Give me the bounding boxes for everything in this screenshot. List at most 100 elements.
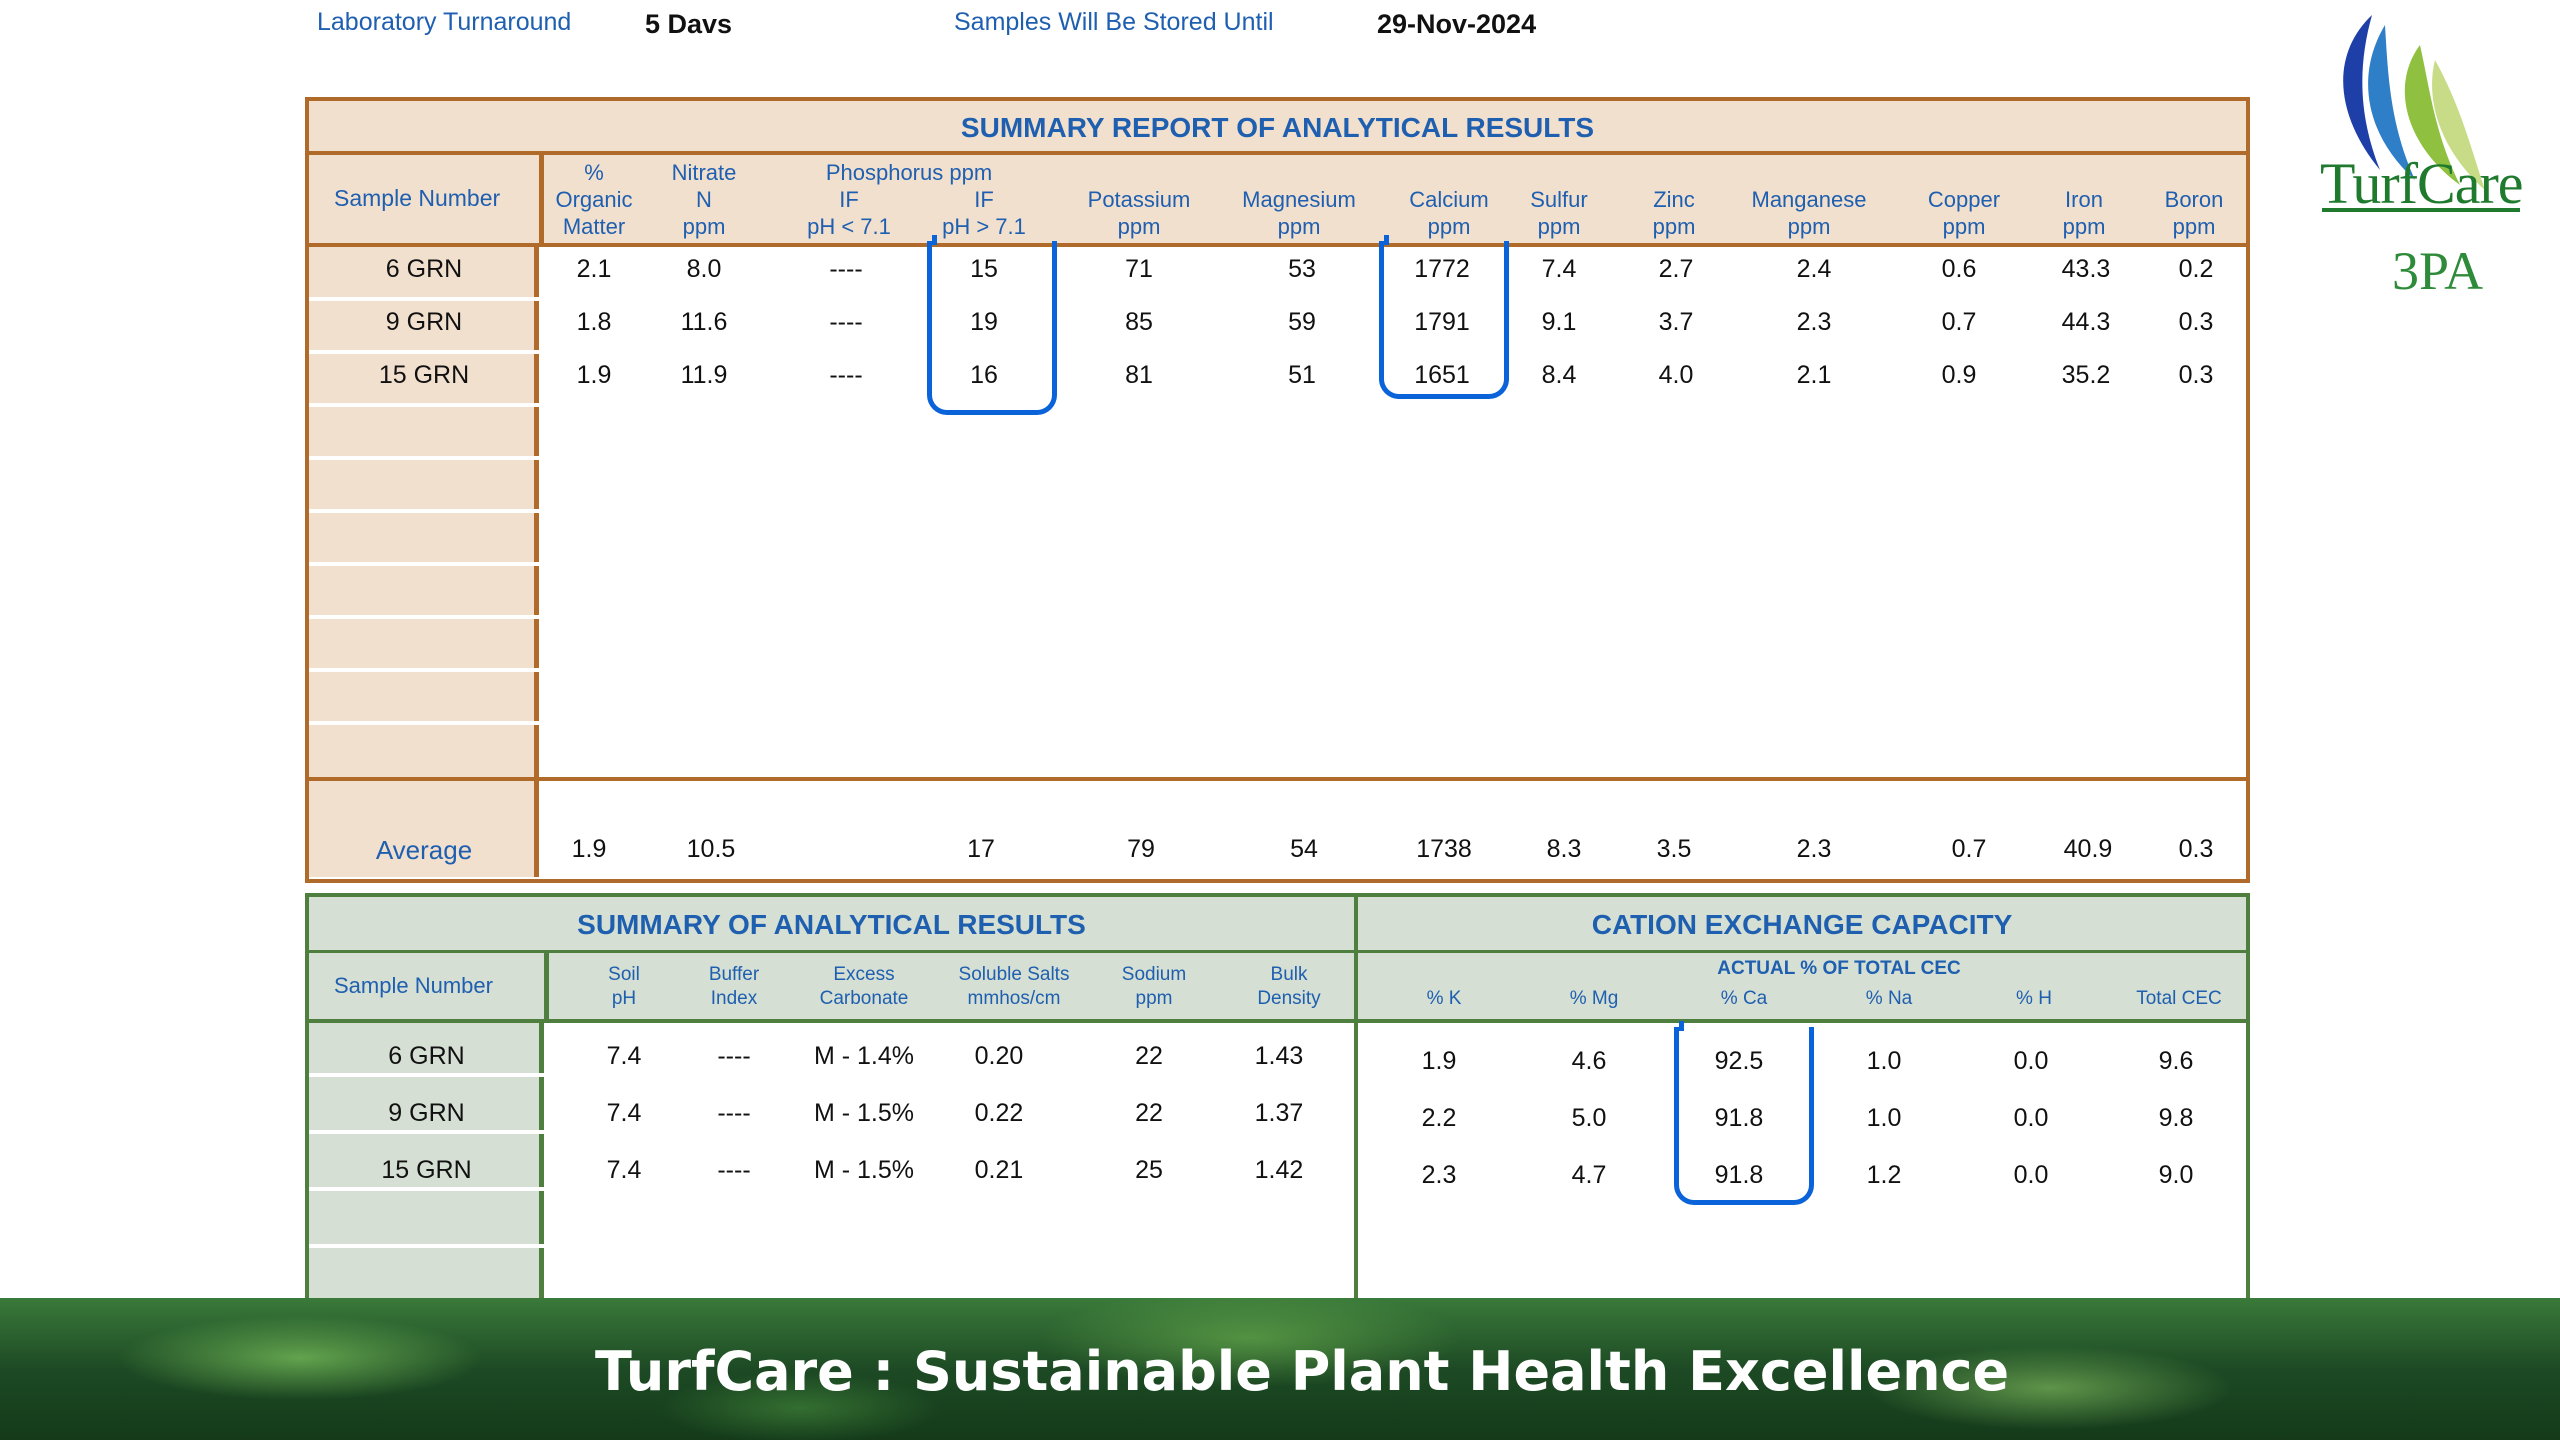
soluble-salts-header: Soluble Salts mmhos/cm xyxy=(958,964,1070,1009)
avg-organic-matter: 1.9 xyxy=(571,835,607,863)
row-separator xyxy=(309,1130,544,1134)
percent-na-value: 1.0 xyxy=(1866,1047,1902,1075)
row-separator xyxy=(309,721,539,725)
storage-label: Samples Will Be Stored Until xyxy=(954,8,1274,36)
turfcare-leaf-logo-icon xyxy=(2343,15,2485,190)
avg-manganese: 2.3 xyxy=(1796,835,1832,863)
analytical-cec-table: SUMMARY OF ANALYTICAL RESULTS CATION EXC… xyxy=(305,893,2250,1317)
buffer-index-header: Buffer Index xyxy=(708,964,760,1009)
header-divider xyxy=(544,953,549,1023)
summary-report-title: SUMMARY REPORT OF ANALYTICAL RESULTS xyxy=(309,101,2246,155)
organic-matter-value: 1.8 xyxy=(576,308,612,336)
bulk-density-value: 1.43 xyxy=(1254,1042,1304,1070)
percent-ca-header: % Ca xyxy=(1720,988,1768,1009)
soil-ph-value: 7.4 xyxy=(606,1156,642,1184)
boron-header: Boron ppm xyxy=(2164,187,2224,239)
percent-na-header: % Na xyxy=(1865,988,1913,1009)
organic-matter-header: % Organic Matter xyxy=(555,160,633,239)
boron-value: 0.3 xyxy=(2178,308,2214,336)
calcium-header: Calcium ppm xyxy=(1409,187,1489,239)
percent-h-header: % H xyxy=(2016,988,2052,1009)
soluble-salts-value: 0.21 xyxy=(974,1156,1024,1184)
analytical-header-row: Sample Number Soil pH Buffer Index Excess C… xyxy=(309,953,2246,1023)
sample-label: 6 GRN xyxy=(385,255,463,283)
buffer-index-value: ---- xyxy=(717,1042,751,1070)
iron-value: 44.3 xyxy=(2061,308,2111,336)
percent-mg-value: 5.0 xyxy=(1571,1104,1607,1132)
percent-k-header: % K xyxy=(1426,988,1462,1009)
iron-value: 43.3 xyxy=(2061,255,2111,283)
row-separator xyxy=(309,615,539,619)
sodium-header: Sodium ppm xyxy=(1121,964,1187,1009)
percent-mg-value: 4.7 xyxy=(1571,1161,1607,1189)
sulfur-header: Sulfur ppm xyxy=(1530,187,1588,239)
zinc-value: 2.7 xyxy=(1658,255,1694,283)
buffer-index-value: ---- xyxy=(717,1099,751,1127)
percent-ca-value: 92.5 xyxy=(1714,1047,1764,1075)
manganese-header: Manganese ppm xyxy=(1751,187,1867,239)
average-separator xyxy=(309,777,2246,781)
magnesium-value: 53 xyxy=(1288,255,1316,283)
phosphorus-header: Phosphorus ppm xyxy=(825,160,993,185)
potassium-value: 81 xyxy=(1125,361,1153,389)
phosphorus-high-ph-header: IF pH > 7.1 xyxy=(942,187,1026,239)
row-separator xyxy=(309,562,539,566)
phosphorus-low-value: ---- xyxy=(829,255,863,283)
calcium-highlight-marker xyxy=(1379,235,1509,399)
sulfur-value: 8.4 xyxy=(1541,361,1577,389)
turnaround-value: 5 Davs xyxy=(645,9,733,39)
percent-k-value: 2.3 xyxy=(1421,1161,1457,1189)
sample-column xyxy=(309,247,539,877)
row-separator xyxy=(309,350,539,354)
calcium-value: 1772 xyxy=(1414,255,1470,283)
phosphorus-low-ph-header: IF pH < 7.1 xyxy=(807,187,891,239)
avg-potassium: 79 xyxy=(1127,835,1155,863)
manganese-value: 2.4 xyxy=(1796,255,1832,283)
iron-header: Iron ppm xyxy=(2062,187,2106,239)
footer-tagline: TurfCare : Sustainable Plant Health Exce… xyxy=(595,1340,2010,1403)
magnesium-value: 59 xyxy=(1288,308,1316,336)
phosphorus-low-value: ---- xyxy=(829,308,863,336)
avg-boron: 0.3 xyxy=(2178,835,2214,863)
avg-copper: 0.7 xyxy=(1951,835,1987,863)
nitrate-value: 8.0 xyxy=(686,255,722,283)
zinc-value: 3.7 xyxy=(1658,308,1694,336)
soluble-salts-value: 0.20 xyxy=(974,1042,1024,1070)
buffer-index-value: ---- xyxy=(717,1156,751,1184)
turnaround-label: Laboratory Turnaround xyxy=(317,8,572,36)
phosphorus-high-value: 16 xyxy=(970,361,998,389)
avg-calcium: 1738 xyxy=(1416,835,1472,863)
sodium-value: 22 xyxy=(1135,1099,1163,1127)
sodium-value: 22 xyxy=(1135,1042,1163,1070)
avg-phosphorus: 17 xyxy=(967,835,995,863)
footer-banner: TurfCare : Sustainable Plant Health Exce… xyxy=(0,1298,2560,1440)
percent-mg-value: 4.6 xyxy=(1571,1047,1607,1075)
row-separator xyxy=(309,668,539,672)
boron-value: 0.3 xyxy=(2178,361,2214,389)
phosphorus-low-value: ---- xyxy=(829,361,863,389)
sample-label: 6 GRN xyxy=(388,1042,465,1070)
storage-date: 29-Nov-2024 xyxy=(1377,9,1537,39)
manganese-value: 2.3 xyxy=(1796,308,1832,336)
total-cec-header: Total CEC xyxy=(2136,988,2222,1009)
sample-label: 9 GRN xyxy=(385,308,463,336)
magnesium-value: 51 xyxy=(1288,361,1316,389)
percent-na-value: 1.2 xyxy=(1866,1161,1902,1189)
sulfur-value: 9.1 xyxy=(1541,308,1577,336)
soluble-salts-value: 0.22 xyxy=(974,1099,1024,1127)
avg-iron: 40.9 xyxy=(2063,835,2113,863)
copper-value: 0.6 xyxy=(1941,255,1977,283)
row-separator xyxy=(309,297,539,301)
phosphorus-high-value: 19 xyxy=(970,308,998,336)
average-label: Average xyxy=(375,835,473,865)
percent-k-value: 1.9 xyxy=(1421,1047,1457,1075)
avg-sulfur: 8.3 xyxy=(1546,835,1582,863)
sample-number-header: Sample Number xyxy=(334,973,493,998)
zinc-header: Zinc ppm xyxy=(1652,187,1696,239)
excess-carbonate-value: M - 1.5% xyxy=(813,1099,915,1127)
percent-ca-value: 91.8 xyxy=(1714,1161,1764,1189)
total-cec-value: 9.0 xyxy=(2158,1161,2194,1189)
percent-na-value: 1.0 xyxy=(1866,1104,1902,1132)
